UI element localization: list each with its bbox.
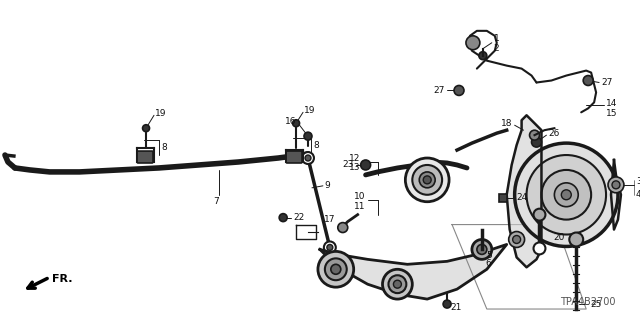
Circle shape <box>513 236 520 244</box>
Circle shape <box>570 233 583 246</box>
Text: 15: 15 <box>606 109 618 118</box>
Circle shape <box>388 275 406 293</box>
Circle shape <box>324 242 336 253</box>
Text: 18: 18 <box>501 119 513 128</box>
Circle shape <box>479 52 487 60</box>
Text: 9: 9 <box>324 181 330 190</box>
Circle shape <box>361 160 371 170</box>
Circle shape <box>143 125 150 132</box>
Text: 17: 17 <box>324 215 336 224</box>
Circle shape <box>443 300 451 308</box>
Circle shape <box>405 158 449 202</box>
FancyBboxPatch shape <box>286 151 302 163</box>
Polygon shape <box>507 115 541 267</box>
Polygon shape <box>611 160 621 229</box>
Circle shape <box>466 36 480 50</box>
Text: 16: 16 <box>285 117 296 126</box>
Circle shape <box>419 172 435 188</box>
Circle shape <box>541 170 591 220</box>
Circle shape <box>412 165 442 195</box>
FancyBboxPatch shape <box>137 151 153 163</box>
Circle shape <box>304 132 312 140</box>
Text: 4: 4 <box>636 190 640 199</box>
Text: 11: 11 <box>354 202 365 211</box>
Circle shape <box>515 143 618 246</box>
Text: 7: 7 <box>214 197 220 206</box>
Circle shape <box>292 120 300 127</box>
Circle shape <box>554 183 578 207</box>
Circle shape <box>325 258 347 280</box>
Text: FR.: FR. <box>52 274 72 284</box>
Circle shape <box>534 243 545 254</box>
Circle shape <box>302 152 314 164</box>
Circle shape <box>561 190 572 200</box>
Circle shape <box>529 130 540 140</box>
Circle shape <box>338 223 348 233</box>
Circle shape <box>279 214 287 221</box>
Circle shape <box>534 209 545 220</box>
Text: 27: 27 <box>434 86 445 95</box>
Text: 14: 14 <box>606 99 618 108</box>
Text: 12: 12 <box>349 154 361 163</box>
Text: 19: 19 <box>155 109 166 118</box>
Text: 10: 10 <box>354 192 365 201</box>
Polygon shape <box>320 244 507 299</box>
Text: 23: 23 <box>342 160 354 170</box>
Circle shape <box>608 177 624 193</box>
Text: 8: 8 <box>161 143 166 152</box>
Circle shape <box>472 239 492 259</box>
Text: 26: 26 <box>548 129 560 138</box>
Text: 13: 13 <box>349 164 361 172</box>
Text: 20: 20 <box>554 233 564 242</box>
Circle shape <box>583 76 593 85</box>
Text: 22: 22 <box>293 213 305 222</box>
Text: 8: 8 <box>313 140 319 149</box>
Circle shape <box>454 85 464 95</box>
Circle shape <box>527 155 606 235</box>
Circle shape <box>612 181 620 189</box>
Text: 2: 2 <box>494 44 499 53</box>
Text: 19: 19 <box>304 106 316 115</box>
Circle shape <box>423 176 431 184</box>
Circle shape <box>509 232 525 247</box>
Text: 25: 25 <box>590 300 602 308</box>
Text: 1: 1 <box>494 34 500 43</box>
Text: 21: 21 <box>450 302 461 312</box>
Text: 27: 27 <box>601 78 612 87</box>
Circle shape <box>318 252 354 287</box>
Text: 6: 6 <box>486 259 492 268</box>
Text: 24: 24 <box>516 193 528 202</box>
Circle shape <box>477 244 487 254</box>
Circle shape <box>305 155 311 161</box>
Circle shape <box>532 137 541 147</box>
Circle shape <box>394 280 401 288</box>
FancyBboxPatch shape <box>499 194 507 202</box>
Circle shape <box>331 264 340 274</box>
Text: 5: 5 <box>486 251 492 260</box>
Circle shape <box>327 244 333 251</box>
Circle shape <box>383 269 412 299</box>
Text: 3: 3 <box>636 177 640 186</box>
Text: TPA4B2700: TPA4B2700 <box>561 297 616 307</box>
